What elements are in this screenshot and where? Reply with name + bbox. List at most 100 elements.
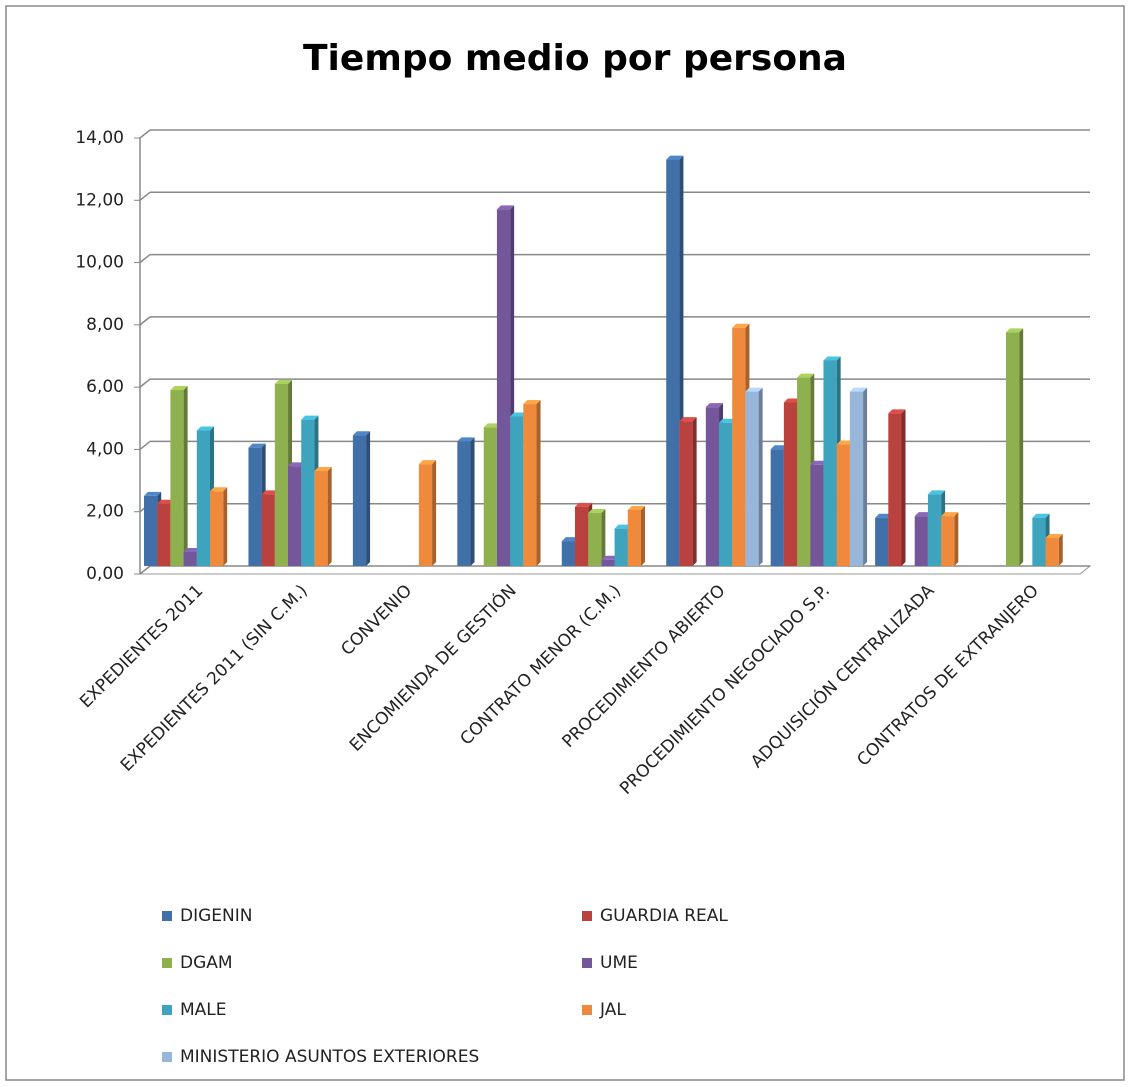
bar: [301, 419, 315, 566]
bar-side: [758, 387, 763, 566]
bar: [248, 447, 262, 566]
bar-side: [183, 386, 188, 566]
bar-top: [770, 445, 788, 450]
bar: [483, 427, 497, 566]
bar: [352, 435, 367, 566]
legend-swatch: [582, 958, 592, 968]
bar-top: [561, 537, 579, 542]
bar-side: [470, 437, 475, 566]
y-tick-label: 10,00: [75, 253, 124, 273]
bar: [210, 491, 224, 566]
bar-top: [274, 379, 293, 384]
bar: [157, 503, 171, 566]
legend-label: MALE: [180, 1000, 227, 1020]
grid-line-depth: [139, 440, 151, 451]
y-tick-label: 4,00: [86, 439, 124, 459]
legend-swatch: [582, 1005, 592, 1015]
bar: [496, 209, 511, 566]
bar-top: [875, 513, 893, 518]
bar-top: [732, 323, 750, 328]
bar-top: [1005, 328, 1024, 333]
bar-side: [366, 431, 371, 566]
bar-top: [1045, 533, 1063, 538]
bar: [941, 516, 955, 566]
bar: [274, 383, 289, 566]
bar: [418, 464, 433, 566]
bar: [810, 464, 824, 566]
bar: [875, 517, 889, 566]
bar-top: [888, 409, 906, 414]
legend-swatch: [582, 911, 592, 921]
bar: [510, 416, 524, 566]
bar-top: [927, 490, 946, 495]
bar: [770, 449, 784, 566]
bar-top: [588, 509, 606, 514]
bar-side: [1019, 328, 1024, 566]
bar-top: [705, 403, 724, 408]
bar-top: [288, 462, 306, 467]
bar: [836, 444, 850, 566]
bar-top: [719, 418, 737, 423]
bar-side: [1058, 533, 1063, 566]
legend-swatch: [162, 1052, 172, 1062]
bar: [574, 506, 589, 566]
bar-top: [679, 417, 697, 422]
bar: [666, 159, 680, 567]
bar-top: [183, 547, 201, 552]
bar-top: [352, 431, 371, 436]
legend-label: UME: [600, 953, 638, 973]
grid-line-depth: [139, 316, 151, 326]
bar-side: [536, 400, 541, 566]
bar-top: [301, 415, 319, 420]
bar-top: [627, 505, 645, 510]
bar-top: [457, 437, 475, 442]
bar-side: [223, 487, 228, 566]
bar-side: [954, 512, 959, 566]
bar: [614, 528, 628, 566]
bar-top: [314, 467, 332, 472]
bar-top: [914, 512, 932, 517]
legend-swatch: [162, 1005, 172, 1015]
bar: [823, 360, 837, 566]
chart-title: Tiempo medio por persona: [303, 38, 847, 79]
bar-top: [418, 460, 437, 465]
grid-line-depth: [139, 565, 151, 575]
bar: [732, 327, 746, 566]
bar: [457, 441, 471, 566]
legend-label: DGAM: [180, 953, 233, 973]
bar-top: [810, 460, 828, 465]
bar-top: [849, 387, 868, 392]
bar-top: [783, 398, 802, 403]
bar-top: [745, 387, 763, 392]
bar-top: [144, 491, 162, 496]
bar: [601, 559, 615, 566]
y-tick-label: 2,00: [86, 502, 124, 522]
bar-top: [210, 487, 228, 492]
bar-top: [601, 555, 619, 560]
bar: [888, 413, 902, 566]
bar: [1032, 517, 1046, 566]
bar: [783, 402, 798, 566]
bar-side: [327, 467, 332, 566]
bar-top: [483, 423, 501, 428]
bar-top: [261, 490, 279, 495]
legend-label: MINISTERIO ASUNTOS EXTERIORES: [180, 1047, 479, 1067]
bar-top: [248, 443, 266, 448]
bar-top: [836, 440, 854, 445]
bar-top: [1032, 513, 1050, 518]
grid-line-depth: [139, 191, 151, 201]
y-tick-label: 8,00: [86, 315, 124, 335]
bar-side: [601, 509, 606, 566]
bar: [523, 404, 537, 566]
bar-top: [941, 512, 959, 517]
bar: [314, 471, 328, 566]
bar-side: [432, 460, 437, 566]
bar-top: [574, 502, 593, 507]
bar-top: [170, 386, 188, 391]
bar: [183, 551, 197, 566]
bar-top: [523, 400, 541, 405]
bar: [196, 430, 210, 566]
y-tick-label: 14,00: [75, 128, 124, 148]
bar: [588, 513, 602, 566]
